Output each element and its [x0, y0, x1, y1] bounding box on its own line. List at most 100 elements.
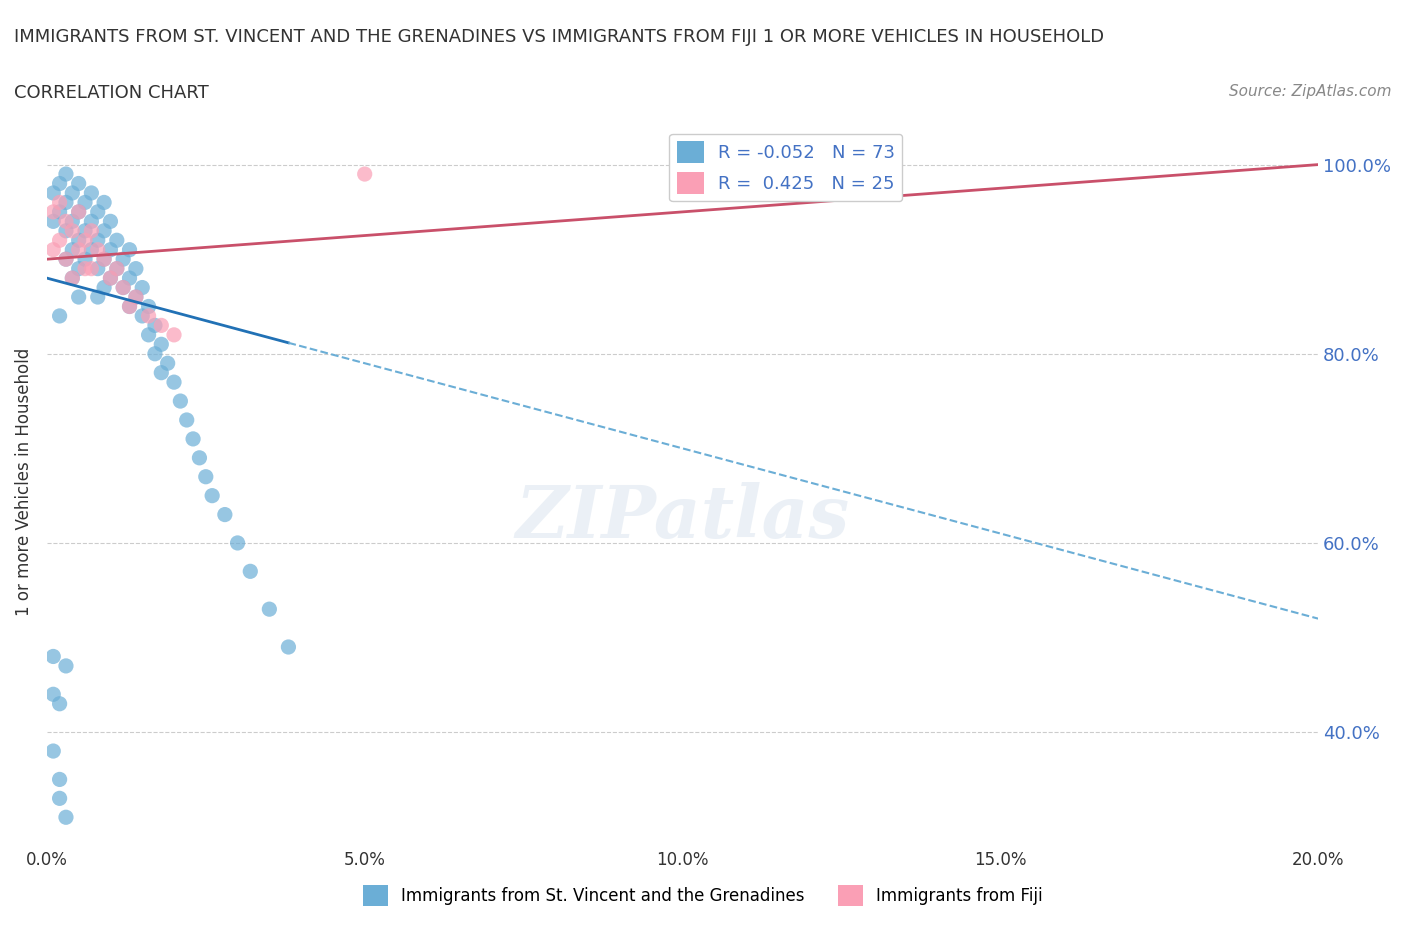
Point — [138, 299, 160, 314]
Point — [138, 309, 160, 324]
Point — [80, 214, 103, 229]
Point — [150, 365, 173, 380]
Point — [105, 261, 128, 276]
Point — [42, 214, 65, 229]
Point — [67, 261, 90, 276]
Point — [55, 252, 77, 267]
Point — [176, 413, 198, 428]
Point — [143, 318, 166, 333]
Text: ZIPatlas: ZIPatlas — [516, 483, 849, 553]
Point — [60, 271, 83, 286]
Point — [73, 261, 96, 276]
Point — [105, 261, 128, 276]
Point — [55, 214, 77, 229]
Point — [143, 346, 166, 361]
Text: IMMIGRANTS FROM ST. VINCENT AND THE GRENADINES VS IMMIGRANTS FROM FIJI 1 OR MORE: IMMIGRANTS FROM ST. VINCENT AND THE GREN… — [14, 28, 1104, 46]
Point — [226, 536, 249, 551]
Y-axis label: 1 or more Vehicles in Household: 1 or more Vehicles in Household — [15, 347, 32, 616]
Point — [87, 243, 110, 258]
Point — [100, 214, 122, 229]
Point — [277, 640, 299, 655]
Point — [105, 232, 128, 247]
Point — [60, 271, 83, 286]
Point — [48, 232, 70, 247]
Point — [125, 289, 148, 304]
Point — [42, 744, 65, 759]
Point — [87, 205, 110, 219]
Point — [48, 772, 70, 787]
Legend: Immigrants from St. Vincent and the Grenadines, Immigrants from Fiji: Immigrants from St. Vincent and the Gren… — [356, 879, 1050, 912]
Point — [60, 185, 83, 200]
Point — [48, 205, 70, 219]
Point — [259, 602, 281, 617]
Point — [67, 232, 90, 247]
Point — [48, 309, 70, 324]
Point — [55, 810, 77, 825]
Point — [48, 195, 70, 210]
Point — [131, 280, 153, 295]
Point — [112, 280, 135, 295]
Point — [80, 223, 103, 238]
Point — [118, 299, 141, 314]
Point — [118, 271, 141, 286]
Point — [55, 223, 77, 238]
Point — [93, 223, 115, 238]
Point — [181, 432, 204, 446]
Point — [55, 195, 77, 210]
Point — [194, 470, 217, 485]
Point — [201, 488, 224, 503]
Point — [55, 252, 77, 267]
Point — [87, 232, 110, 247]
Point — [42, 649, 65, 664]
Point — [80, 185, 103, 200]
Point — [156, 356, 179, 371]
Point — [67, 205, 90, 219]
Point — [60, 223, 83, 238]
Point — [100, 271, 122, 286]
Point — [42, 185, 65, 200]
Point — [214, 507, 236, 522]
Point — [93, 280, 115, 295]
Point — [48, 790, 70, 805]
Point — [87, 289, 110, 304]
Point — [353, 166, 375, 181]
Point — [93, 195, 115, 210]
Text: Source: ZipAtlas.com: Source: ZipAtlas.com — [1229, 84, 1392, 99]
Point — [93, 252, 115, 267]
Point — [118, 243, 141, 258]
Point — [73, 223, 96, 238]
Point — [48, 697, 70, 711]
Point — [60, 214, 83, 229]
Point — [73, 252, 96, 267]
Point — [80, 261, 103, 276]
Point — [55, 658, 77, 673]
Point — [80, 243, 103, 258]
Point — [125, 289, 148, 304]
Point — [100, 271, 122, 286]
Point — [138, 327, 160, 342]
Point — [42, 205, 65, 219]
Point — [169, 393, 191, 408]
Point — [60, 243, 83, 258]
Point — [163, 375, 186, 390]
Point — [188, 450, 211, 465]
Point — [112, 280, 135, 295]
Point — [93, 252, 115, 267]
Point — [118, 299, 141, 314]
Point — [73, 232, 96, 247]
Point — [125, 261, 148, 276]
Point — [48, 176, 70, 191]
Point — [87, 261, 110, 276]
Point — [163, 327, 186, 342]
Point — [67, 205, 90, 219]
Point — [150, 337, 173, 352]
Point — [55, 166, 77, 181]
Legend: R = -0.052   N = 73, R =  0.425   N = 25: R = -0.052 N = 73, R = 0.425 N = 25 — [669, 134, 903, 201]
Point — [100, 243, 122, 258]
Point — [112, 252, 135, 267]
Point — [239, 564, 262, 578]
Point — [42, 243, 65, 258]
Text: CORRELATION CHART: CORRELATION CHART — [14, 84, 209, 101]
Point — [67, 176, 90, 191]
Point — [67, 243, 90, 258]
